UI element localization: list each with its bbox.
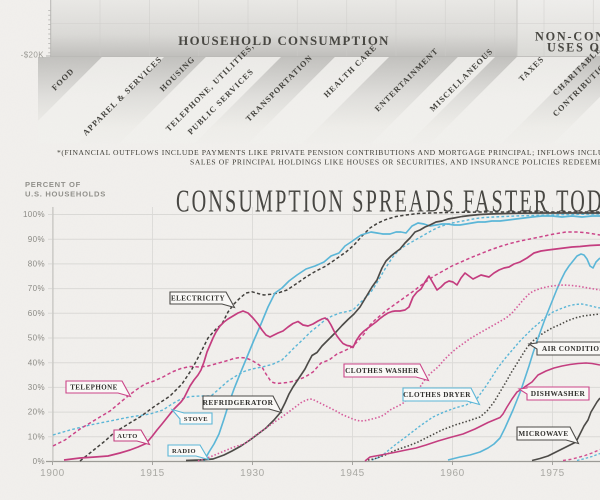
svg-text:20%: 20% [28, 408, 45, 417]
svg-text:AIR CONDITIONING: AIR CONDITIONING [542, 345, 600, 353]
svg-text:90%: 90% [28, 235, 45, 244]
svg-text:1900: 1900 [40, 468, 65, 479]
svg-text:30%: 30% [28, 383, 45, 392]
svg-text:ELECTRICITY: ELECTRICITY [171, 294, 225, 302]
svg-text:1975: 1975 [540, 468, 565, 479]
svg-text:*(FINANCIAL OUTFLOWS INCLUDE P: *(FINANCIAL OUTFLOWS INCLUDE PAYMENTS LI… [57, 148, 600, 157]
svg-text:CLOTHES WASHER: CLOTHES WASHER [345, 367, 419, 375]
svg-text:DISHWASHER: DISHWASHER [531, 389, 586, 398]
svg-text:1915: 1915 [140, 468, 165, 479]
svg-text:40%: 40% [28, 358, 45, 367]
svg-text:U.S. HOUSEHOLDS: U.S. HOUSEHOLDS [25, 190, 106, 199]
svg-text:-$20K: -$20K [21, 51, 45, 60]
svg-text:REFRIDGERATOR: REFRIDGERATOR [203, 398, 274, 407]
svg-text:60%: 60% [28, 309, 45, 318]
svg-text:SALES OF PRINCIPAL HOLDINGS LI: SALES OF PRINCIPAL HOLDINGS LIKE HOUSES … [190, 158, 600, 167]
svg-text:MICROWAVE: MICROWAVE [518, 430, 568, 438]
svg-text:70%: 70% [28, 284, 45, 293]
svg-text:CLOTHES DRYER: CLOTHES DRYER [403, 391, 471, 399]
svg-text:50%: 50% [28, 334, 45, 343]
svg-text:100%: 100% [23, 210, 45, 219]
svg-text:TELEPHONE: TELEPHONE [70, 383, 118, 391]
svg-text:STOVE: STOVE [184, 416, 208, 423]
svg-text:0%: 0% [33, 457, 45, 466]
svg-text:1930: 1930 [240, 468, 265, 479]
svg-text:10%: 10% [28, 432, 45, 441]
svg-text:80%: 80% [28, 260, 45, 269]
svg-text:USES OF INCOME: USES OF INCOME [547, 41, 600, 55]
svg-text:AUTO: AUTO [117, 433, 137, 440]
svg-text:RADIO: RADIO [172, 448, 196, 455]
svg-text:1960: 1960 [440, 468, 465, 479]
svg-text:HOUSEHOLD CONSUMPTION: HOUSEHOLD CONSUMPTION [178, 34, 389, 48]
svg-text:1945: 1945 [340, 468, 365, 479]
svg-text:PERCENT OF: PERCENT OF [25, 180, 81, 189]
